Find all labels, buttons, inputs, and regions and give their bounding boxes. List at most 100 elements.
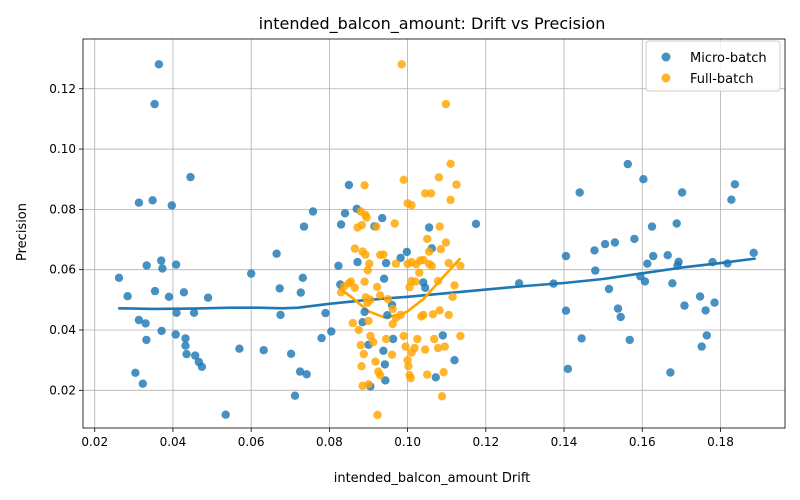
- point-full-batch: [444, 258, 453, 268]
- y-tick-label: 0.10: [49, 142, 76, 156]
- y-tick-label: 0.06: [49, 263, 76, 277]
- point-micro-batch: [134, 315, 144, 325]
- point-micro-batch: [727, 195, 736, 204]
- point-full-batch: [388, 304, 397, 314]
- point-full-batch: [424, 247, 434, 256]
- point-micro-batch: [649, 251, 658, 261]
- point-micro-batch: [141, 319, 150, 328]
- point-micro-batch: [749, 248, 758, 257]
- point-micro-batch: [275, 284, 284, 293]
- point-full-batch: [411, 277, 420, 286]
- point-micro-batch: [438, 331, 447, 340]
- point-micro-batch: [563, 364, 573, 374]
- point-full-batch: [433, 343, 443, 353]
- point-full-batch: [364, 316, 373, 326]
- point-micro-batch: [702, 331, 711, 340]
- point-micro-batch: [181, 334, 190, 343]
- point-micro-batch: [157, 256, 166, 265]
- y-axis-ticks: 0.02 0.04 0.06 0.08 0.10 0.12: [49, 82, 83, 397]
- point-micro-batch: [197, 362, 207, 371]
- x-tick-label: 0.08: [316, 435, 343, 449]
- point-micro-batch: [235, 344, 244, 353]
- point-micro-batch: [295, 367, 305, 376]
- point-micro-batch: [360, 307, 369, 317]
- point-full-batch: [456, 261, 465, 270]
- point-micro-batch: [203, 293, 213, 302]
- chart-title: intended_balcon_amount: Drift vs Precisi…: [259, 14, 606, 34]
- point-micro-batch: [577, 334, 586, 343]
- point-micro-batch: [134, 198, 144, 207]
- grid: [83, 39, 785, 428]
- point-full-batch: [446, 195, 455, 205]
- point-full-batch: [364, 380, 373, 389]
- point-micro-batch: [340, 209, 350, 218]
- point-micro-batch: [639, 175, 648, 184]
- point-micro-batch: [383, 311, 392, 320]
- point-micro-batch: [680, 301, 689, 310]
- point-micro-batch: [272, 249, 281, 258]
- point-micro-batch: [179, 288, 189, 297]
- point-full-batch: [346, 277, 356, 286]
- point-full-batch: [423, 234, 432, 244]
- point-full-batch: [428, 310, 438, 319]
- point-full-batch: [376, 291, 385, 300]
- point-micro-batch: [381, 376, 390, 385]
- x-tick-label: 0.16: [629, 435, 656, 449]
- legend-marker-full-batch: [661, 73, 671, 83]
- point-micro-batch: [381, 258, 391, 268]
- point-micro-batch: [308, 207, 318, 216]
- legend-marker-micro-batch: [661, 52, 671, 62]
- point-micro-batch: [561, 251, 571, 261]
- point-full-batch: [359, 349, 368, 359]
- point-micro-batch: [723, 259, 732, 268]
- point-full-batch: [348, 318, 357, 328]
- point-micro-batch: [158, 264, 167, 273]
- x-tick-label: 0.04: [160, 435, 187, 449]
- point-full-batch: [413, 334, 422, 344]
- point-micro-batch: [549, 279, 558, 288]
- point-full-batch: [433, 276, 443, 286]
- point-micro-batch: [298, 273, 307, 282]
- point-micro-batch: [710, 298, 719, 307]
- point-micro-batch: [148, 196, 157, 205]
- x-tick-label: 0.18: [707, 435, 734, 449]
- plot-area-frame: [82, 38, 786, 429]
- point-micro-batch: [610, 238, 620, 247]
- point-full-batch: [361, 250, 370, 259]
- x-axis-label: intended_balcon_amount Drift: [334, 471, 531, 486]
- point-full-batch: [391, 259, 401, 268]
- point-micro-batch: [378, 213, 387, 223]
- point-micro-batch: [600, 239, 610, 249]
- point-micro-batch: [150, 99, 159, 109]
- point-full-batch: [399, 175, 408, 184]
- point-micro-batch: [663, 251, 672, 260]
- point-full-batch: [435, 306, 444, 315]
- point-micro-batch: [172, 308, 181, 317]
- point-full-batch: [340, 282, 349, 291]
- point-full-batch: [419, 310, 428, 320]
- point-full-batch: [362, 213, 371, 222]
- point-micro-batch: [514, 279, 524, 288]
- legend-box: [645, 40, 781, 92]
- x-tick-label: 0.14: [551, 435, 578, 449]
- point-micro-batch: [471, 219, 481, 229]
- point-micro-batch: [424, 223, 434, 232]
- point-micro-batch: [668, 279, 677, 288]
- point-full-batch: [439, 368, 448, 377]
- point-micro-batch: [336, 220, 346, 229]
- point-full-batch: [440, 342, 449, 351]
- point-full-batch: [415, 268, 424, 277]
- point-micro-batch: [299, 222, 309, 231]
- point-full-batch: [450, 281, 459, 290]
- point-micro-batch: [138, 379, 147, 388]
- point-full-batch: [448, 292, 457, 301]
- point-full-batch: [441, 238, 451, 247]
- point-micro-batch: [142, 335, 151, 345]
- point-micro-batch: [625, 335, 634, 345]
- point-micro-batch: [221, 410, 230, 419]
- point-full-batch: [435, 222, 444, 231]
- point-micro-batch: [450, 356, 459, 365]
- point-full-batch: [357, 220, 366, 230]
- point-full-batch: [427, 261, 436, 271]
